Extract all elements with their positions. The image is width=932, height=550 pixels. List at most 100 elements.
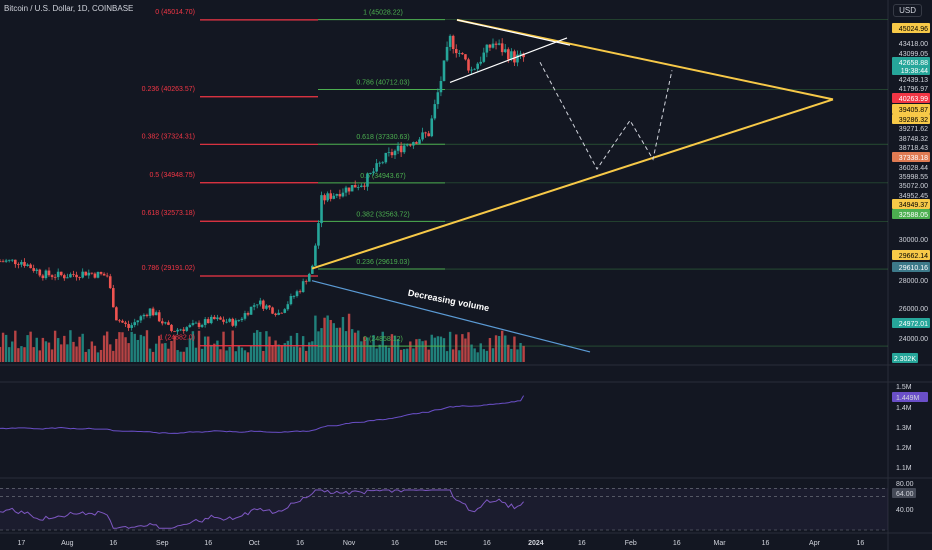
candle-body[interactable] bbox=[301, 281, 305, 293]
candle-body[interactable] bbox=[148, 308, 152, 316]
candle-body[interactable] bbox=[433, 104, 437, 119]
candle-body[interactable] bbox=[350, 185, 354, 192]
candle-body[interactable] bbox=[216, 317, 219, 320]
candle-body[interactable] bbox=[102, 273, 106, 276]
candle-body[interactable] bbox=[108, 276, 112, 289]
candle-body[interactable] bbox=[384, 152, 388, 163]
candle-body[interactable] bbox=[26, 264, 29, 266]
candle-body[interactable] bbox=[111, 288, 115, 308]
candle-body[interactable] bbox=[494, 43, 498, 45]
candle-body[interactable] bbox=[415, 142, 418, 144]
candle-body[interactable] bbox=[363, 185, 366, 187]
candle-body[interactable] bbox=[335, 194, 339, 196]
candle-body[interactable] bbox=[500, 43, 504, 53]
candle-body[interactable] bbox=[75, 274, 78, 278]
candle-body[interactable] bbox=[326, 193, 329, 201]
candle-body[interactable] bbox=[430, 118, 434, 137]
candle-body[interactable] bbox=[179, 329, 182, 331]
candle-body[interactable] bbox=[519, 53, 522, 55]
candle-body[interactable] bbox=[93, 273, 97, 278]
candle-body[interactable] bbox=[136, 320, 140, 323]
obv-line[interactable] bbox=[0, 395, 525, 434]
candle-body[interactable] bbox=[4, 260, 8, 262]
candle-body[interactable] bbox=[399, 145, 403, 153]
candle-body[interactable] bbox=[317, 223, 320, 246]
candle-body[interactable] bbox=[482, 52, 486, 62]
candle-body[interactable] bbox=[476, 63, 479, 69]
candle-body[interactable] bbox=[90, 272, 94, 274]
candle-body[interactable] bbox=[503, 49, 507, 53]
candle-body[interactable] bbox=[23, 261, 26, 266]
candle-body[interactable] bbox=[127, 323, 130, 328]
candle-body[interactable] bbox=[454, 49, 458, 54]
candle-body[interactable] bbox=[418, 139, 421, 144]
candle-body[interactable] bbox=[280, 312, 284, 314]
candle-body[interactable] bbox=[320, 195, 323, 224]
candle-body[interactable] bbox=[206, 319, 210, 324]
candle-body[interactable] bbox=[142, 314, 146, 317]
triangle-lower-trendline[interactable] bbox=[311, 98, 834, 270]
candle-body[interactable] bbox=[262, 300, 265, 309]
candle-body[interactable] bbox=[265, 305, 268, 309]
candle-body[interactable] bbox=[360, 185, 363, 188]
candle-body[interactable] bbox=[381, 162, 385, 164]
candle-body[interactable] bbox=[473, 68, 476, 70]
candle-body[interactable] bbox=[304, 281, 308, 282]
candle-body[interactable] bbox=[283, 309, 287, 313]
candle-body[interactable] bbox=[151, 308, 155, 316]
candle-body[interactable] bbox=[188, 324, 192, 328]
candle-body[interactable] bbox=[307, 273, 311, 282]
candle-body[interactable] bbox=[145, 314, 149, 316]
candle-body[interactable] bbox=[448, 35, 452, 47]
candle-body[interactable] bbox=[87, 272, 91, 276]
candle-body[interactable] bbox=[390, 152, 394, 156]
candle-body[interactable] bbox=[249, 306, 253, 315]
currency-selector[interactable]: USD bbox=[893, 4, 922, 17]
candle-body[interactable] bbox=[225, 321, 228, 323]
candle-body[interactable] bbox=[356, 187, 360, 188]
candle-body[interactable] bbox=[41, 275, 45, 279]
candle-body[interactable] bbox=[191, 323, 195, 325]
candle-body[interactable] bbox=[421, 132, 424, 140]
candle-body[interactable] bbox=[154, 312, 158, 316]
candle-body[interactable] bbox=[14, 259, 17, 265]
candle-body[interactable] bbox=[485, 44, 489, 53]
candle-body[interactable] bbox=[353, 185, 357, 188]
candle-body[interactable] bbox=[81, 271, 84, 278]
candle-body[interactable] bbox=[286, 304, 290, 310]
candle-body[interactable] bbox=[53, 276, 57, 278]
candle-body[interactable] bbox=[47, 270, 51, 276]
candle-body[interactable] bbox=[160, 321, 164, 324]
candle-body[interactable] bbox=[200, 324, 204, 327]
candle-body[interactable] bbox=[396, 145, 400, 151]
candle-body[interactable] bbox=[99, 271, 103, 274]
candle-body[interactable] bbox=[497, 43, 501, 45]
candle-body[interactable] bbox=[510, 51, 513, 60]
candle-body[interactable] bbox=[461, 53, 464, 55]
candle-body[interactable] bbox=[295, 291, 299, 297]
candle-body[interactable] bbox=[50, 275, 54, 277]
candle-body[interactable] bbox=[176, 329, 179, 332]
candle-body[interactable] bbox=[7, 259, 11, 261]
candle-body[interactable] bbox=[341, 192, 345, 197]
candle-body[interactable] bbox=[366, 173, 369, 187]
candle-body[interactable] bbox=[96, 271, 100, 278]
candle-body[interactable] bbox=[393, 150, 397, 156]
candle-body[interactable] bbox=[507, 49, 510, 60]
candle-body[interactable] bbox=[72, 274, 75, 275]
candle-body[interactable] bbox=[115, 307, 118, 321]
candle-body[interactable] bbox=[427, 133, 430, 137]
candle-body[interactable] bbox=[66, 277, 69, 279]
triangle-upper-trendline[interactable] bbox=[456, 18, 834, 101]
candle-body[interactable] bbox=[292, 296, 296, 297]
candle-body[interactable] bbox=[378, 162, 381, 164]
candle-body[interactable] bbox=[157, 312, 161, 322]
candle-body[interactable] bbox=[118, 320, 121, 322]
candle-body[interactable] bbox=[314, 245, 317, 266]
candle-body[interactable] bbox=[10, 259, 14, 261]
candle-body[interactable] bbox=[246, 313, 250, 315]
candle-body[interactable] bbox=[170, 324, 173, 331]
candle-body[interactable] bbox=[213, 316, 216, 320]
candle-body[interactable] bbox=[338, 194, 342, 197]
